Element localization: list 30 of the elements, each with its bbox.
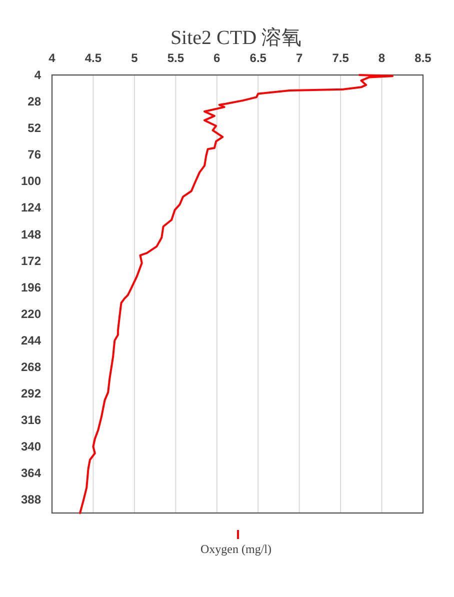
y-tick-label: 148 bbox=[20, 227, 42, 242]
y-tick-label: 292 bbox=[20, 386, 42, 401]
x-tick-label: 8 bbox=[378, 51, 386, 65]
x-tick-label: 8.5 bbox=[414, 51, 432, 65]
x-tick-label: 4 bbox=[48, 51, 56, 65]
x-tick-label: 6.5 bbox=[250, 51, 267, 65]
x-tick-label: 5 bbox=[131, 51, 138, 65]
y-tick-label: 388 bbox=[20, 492, 42, 507]
y-tick-label: 52 bbox=[28, 121, 42, 136]
y-tick-label: 268 bbox=[20, 360, 42, 374]
x-tick-label: 7 bbox=[296, 51, 303, 65]
x-tick-label: 5.5 bbox=[167, 51, 184, 65]
y-tick-label: 28 bbox=[28, 94, 42, 109]
y-tick-label: 100 bbox=[20, 174, 42, 188]
chart-title: Site2 CTD 溶氧 bbox=[170, 27, 302, 49]
y-tick-label: 172 bbox=[20, 254, 42, 268]
y-tick-label: 76 bbox=[28, 148, 42, 162]
x-tick-label: 6 bbox=[214, 51, 221, 65]
y-tick-label: 244 bbox=[20, 333, 42, 348]
legend-label: Oxygen (mg/l) bbox=[200, 542, 272, 556]
line-series bbox=[79, 74, 394, 514]
x-tick-label: 4.5 bbox=[84, 51, 102, 65]
x-tick-label: 7.5 bbox=[332, 51, 350, 65]
y-tick-label: 340 bbox=[20, 440, 42, 454]
y-tick-label: 220 bbox=[20, 306, 42, 321]
y-tick-label: 316 bbox=[20, 413, 42, 428]
y-tick-label: 4 bbox=[34, 68, 42, 82]
y-tick-label: 196 bbox=[20, 280, 42, 294]
y-tick-label: 364 bbox=[20, 466, 42, 480]
y-tick-label: 124 bbox=[20, 200, 42, 215]
